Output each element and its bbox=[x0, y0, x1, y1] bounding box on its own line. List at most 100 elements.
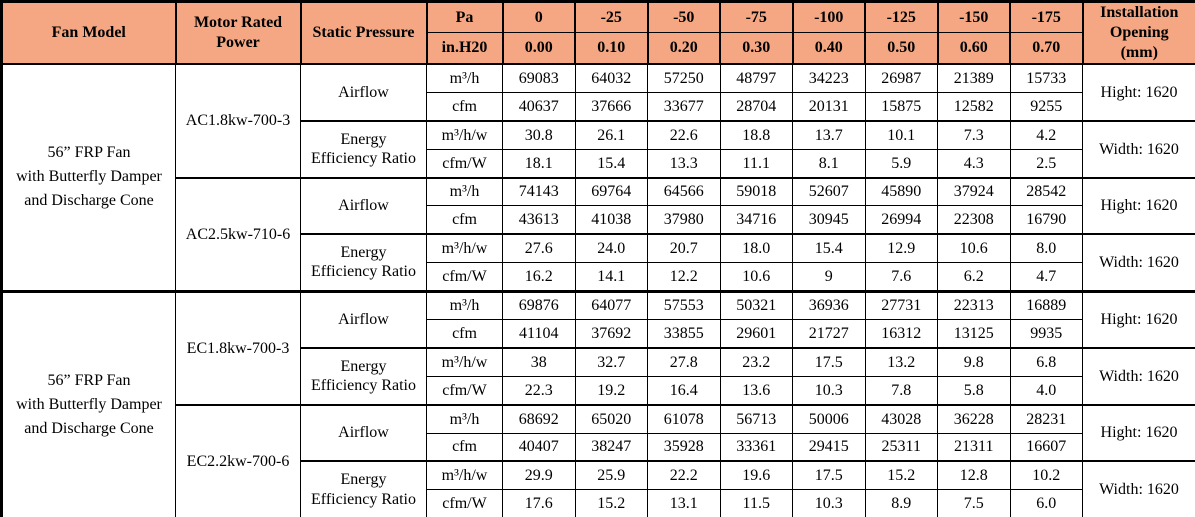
value-cell: 15733 bbox=[1009, 63, 1083, 93]
value-cell: 22.2 bbox=[647, 460, 721, 491]
header-inh2o-value: 0.70 bbox=[1009, 32, 1084, 66]
header-pa-value: -125 bbox=[864, 0, 939, 34]
header-row-2: in.H20 0.00 0.10 0.20 0.30 0.40 0.50 0.6… bbox=[2, 32, 1195, 66]
value-cell: 36936 bbox=[792, 289, 866, 321]
unit-cell: cfm bbox=[426, 205, 503, 235]
header-inh2o-value: 0.30 bbox=[719, 32, 794, 66]
value-cell: 33677 bbox=[647, 91, 721, 122]
value-cell: 24.0 bbox=[574, 233, 648, 264]
unit-cell: cfm/W bbox=[426, 262, 503, 292]
table-body: 56” FRP Fan with Butterfly Damper and Disc… bbox=[1, 63, 1195, 517]
header-pa-value: -50 bbox=[646, 0, 721, 34]
header-inh2o-value: 0.10 bbox=[574, 32, 649, 66]
motor-model-cell: AC2.5kw-710-6 bbox=[175, 176, 301, 292]
table-row: cfm 40637 37666 33677 28704 20131 15875 12582 92… bbox=[2, 91, 1195, 122]
value-cell: 45890 bbox=[864, 176, 938, 207]
value-cell: 16790 bbox=[1009, 205, 1083, 235]
value-cell: 37692 bbox=[574, 319, 648, 349]
value-cell: 37666 bbox=[574, 91, 648, 122]
value-cell: 13.6 bbox=[719, 375, 793, 406]
value-cell: 33855 bbox=[647, 319, 721, 349]
value-cell: 4.0 bbox=[1009, 375, 1083, 406]
header-fan-model: Fan Model bbox=[0, 0, 177, 65]
fan-model-cell-line: with Butterfly Damper bbox=[16, 395, 162, 413]
section-label-cell: Airflow bbox=[300, 403, 427, 462]
value-cell: 43028 bbox=[864, 403, 938, 434]
value-cell: 22313 bbox=[937, 289, 1011, 321]
header-installation-line: Opening bbox=[1109, 24, 1169, 41]
value-cell: 5.9 bbox=[864, 148, 938, 179]
table-row: Energy Efficiency Ratio m³/h/w 27.6 24.0 20.7… bbox=[2, 233, 1195, 292]
value-cell: 19.2 bbox=[574, 375, 648, 406]
value-cell: 16.2 bbox=[502, 262, 576, 292]
value-cell: 50006 bbox=[792, 403, 866, 434]
value-cell: 10.3 bbox=[792, 489, 866, 517]
value-cell: 69876 bbox=[502, 289, 576, 321]
header-inh2o-value: 0.20 bbox=[646, 32, 721, 66]
table-row: 56” FRP Fan with Butterfly Damper and Disc… bbox=[1, 63, 1195, 292]
value-cell: 40407 bbox=[502, 432, 576, 462]
unit-cell: cfm/W bbox=[426, 489, 503, 517]
value-cell: 4.3 bbox=[937, 148, 1011, 179]
value-cell: 10.1 bbox=[864, 119, 938, 150]
value-cell: 26987 bbox=[864, 63, 938, 93]
value-cell: 27731 bbox=[864, 289, 938, 321]
value-cell: 28542 bbox=[1009, 176, 1083, 207]
value-cell: 20131 bbox=[792, 91, 866, 122]
value-cell: 29.9 bbox=[502, 460, 576, 491]
header-inh2o-value: 0.00 bbox=[501, 32, 576, 66]
fan-model-cell: 56” FRP Fan with Butterfly Damper and Disc… bbox=[1, 63, 176, 292]
header-inh2o-value: 0.40 bbox=[791, 32, 866, 66]
value-cell: 7.6 bbox=[864, 262, 938, 292]
motor-model-cell: EC1.8kw-700-3 bbox=[175, 289, 301, 406]
value-cell: 38 bbox=[502, 346, 576, 377]
value-cell: 32.7 bbox=[574, 346, 648, 377]
value-cell: 6.2 bbox=[937, 262, 1011, 292]
value-cell: 52607 bbox=[792, 176, 866, 207]
value-cell: 12582 bbox=[937, 91, 1011, 122]
value-cell: 16.4 bbox=[647, 375, 721, 406]
value-cell: 8.1 bbox=[792, 148, 866, 179]
value-cell: 9255 bbox=[1009, 91, 1083, 122]
value-cell: 13.2 bbox=[864, 346, 938, 377]
value-cell: 25.9 bbox=[574, 460, 648, 491]
table-row: cfm/W 17.6 15.2 13.1 11.5 10.3 8.9 7.5 6.0 bbox=[2, 489, 1195, 517]
value-cell: 57250 bbox=[647, 63, 721, 93]
installation-cell: Width: 1620 bbox=[1082, 460, 1195, 517]
value-cell: 2.5 bbox=[1009, 148, 1083, 179]
section-label-cell-line: Efficiency Ratio bbox=[311, 490, 416, 508]
fan-model-cell-line: 56” FRP Fan bbox=[47, 144, 131, 162]
header-static-pressure: Static Pressure bbox=[299, 0, 428, 65]
value-cell: 30.8 bbox=[502, 119, 576, 150]
value-cell: 20.7 bbox=[647, 233, 721, 264]
value-cell: 15.2 bbox=[574, 489, 648, 517]
table-row: Energy Efficiency Ratio m³/h/w 29.9 25.9 22.2… bbox=[2, 460, 1195, 517]
installation-cell: Hight: 1620 bbox=[1082, 63, 1195, 122]
value-cell: 28231 bbox=[1009, 403, 1083, 434]
value-cell: 25311 bbox=[864, 432, 938, 462]
fan-model-cell: 56” FRP Fan with Butterfly Damper and Disc… bbox=[1, 289, 176, 517]
unit-cell: m³/h bbox=[426, 403, 503, 434]
motor-model-cell: AC1.8kw-700-3 bbox=[175, 63, 301, 179]
value-cell: 17.5 bbox=[792, 460, 866, 491]
value-cell: 17.6 bbox=[502, 489, 576, 517]
table-row: cfm/W 22.3 19.2 16.4 13.6 10.3 7.8 5.8 4.0 bbox=[2, 375, 1195, 406]
value-cell: 41104 bbox=[502, 319, 576, 349]
value-cell: 18.8 bbox=[719, 119, 793, 150]
value-cell: 34223 bbox=[792, 63, 866, 93]
header-pa-value: -75 bbox=[719, 0, 794, 34]
table-row: Energy Efficiency Ratio m³/h/w 30.8 26.1 22.6… bbox=[2, 119, 1195, 179]
value-cell: 38247 bbox=[574, 432, 648, 462]
value-cell: 8.0 bbox=[1009, 233, 1083, 264]
value-cell: 41038 bbox=[574, 205, 648, 235]
value-cell: 15.2 bbox=[864, 460, 938, 491]
value-cell: 8.9 bbox=[864, 489, 938, 517]
header-unit-inh2o: in.H20 bbox=[425, 32, 504, 66]
value-cell: 33361 bbox=[719, 432, 793, 462]
section-label-cell-line: Efficiency Ratio bbox=[311, 377, 416, 395]
value-cell: 64566 bbox=[647, 176, 721, 207]
value-cell: 27.8 bbox=[647, 346, 721, 377]
value-cell: 16607 bbox=[1009, 432, 1083, 462]
